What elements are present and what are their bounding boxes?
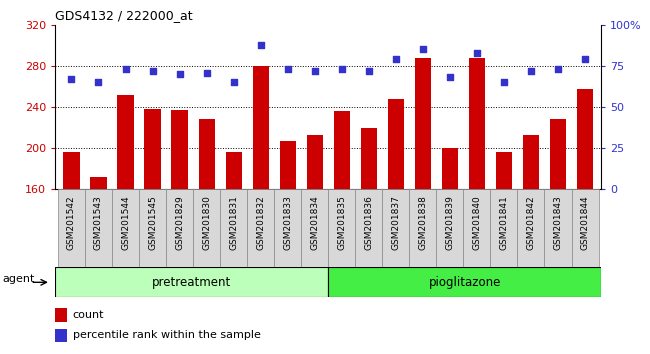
Bar <box>442 148 458 189</box>
FancyBboxPatch shape <box>491 189 517 267</box>
Bar <box>90 177 107 189</box>
Point <box>552 67 563 72</box>
Text: GSM201841: GSM201841 <box>499 196 508 250</box>
FancyBboxPatch shape <box>166 189 193 267</box>
Bar <box>307 135 323 189</box>
Text: GSM201842: GSM201842 <box>526 196 536 250</box>
Text: GSM201843: GSM201843 <box>554 196 562 250</box>
Bar <box>55 329 67 342</box>
Point <box>202 70 212 75</box>
FancyBboxPatch shape <box>356 189 382 267</box>
Text: GSM201832: GSM201832 <box>256 196 265 250</box>
Point <box>309 68 320 74</box>
FancyBboxPatch shape <box>85 189 112 267</box>
Point <box>472 50 482 56</box>
Bar <box>253 66 269 189</box>
Bar <box>415 58 431 189</box>
Point <box>228 80 239 85</box>
Bar <box>496 152 512 189</box>
FancyBboxPatch shape <box>463 189 491 267</box>
Bar <box>328 267 601 297</box>
FancyBboxPatch shape <box>410 189 436 267</box>
Point <box>580 57 590 62</box>
FancyBboxPatch shape <box>328 189 356 267</box>
Bar <box>523 135 539 189</box>
FancyBboxPatch shape <box>274 189 301 267</box>
FancyBboxPatch shape <box>139 189 166 267</box>
Point <box>283 67 293 72</box>
Text: count: count <box>73 310 104 320</box>
Text: GSM201839: GSM201839 <box>445 196 454 251</box>
FancyBboxPatch shape <box>517 189 545 267</box>
Text: GSM201829: GSM201829 <box>175 196 184 250</box>
Point <box>337 67 347 72</box>
Point <box>445 75 455 80</box>
Point <box>148 68 158 74</box>
Bar <box>469 58 485 189</box>
Point <box>174 72 185 77</box>
Text: GSM201545: GSM201545 <box>148 196 157 250</box>
Bar <box>55 267 328 297</box>
FancyBboxPatch shape <box>382 189 410 267</box>
Bar <box>172 110 188 189</box>
Text: GSM201838: GSM201838 <box>419 196 427 251</box>
Bar <box>226 152 242 189</box>
Text: GSM201542: GSM201542 <box>67 196 76 250</box>
Point <box>363 68 374 74</box>
Bar <box>280 141 296 189</box>
FancyBboxPatch shape <box>247 189 274 267</box>
Text: percentile rank within the sample: percentile rank within the sample <box>73 330 261 341</box>
Point <box>255 42 266 47</box>
Text: GSM201836: GSM201836 <box>364 196 373 251</box>
Point <box>526 68 536 74</box>
FancyBboxPatch shape <box>571 189 599 267</box>
Bar <box>55 308 67 321</box>
FancyBboxPatch shape <box>220 189 247 267</box>
Text: GSM201833: GSM201833 <box>283 196 292 251</box>
Text: GSM201830: GSM201830 <box>202 196 211 251</box>
Point <box>66 76 77 82</box>
Point <box>391 57 401 62</box>
Text: GSM201840: GSM201840 <box>473 196 482 250</box>
Bar <box>63 152 79 189</box>
Point <box>94 80 104 85</box>
Bar <box>361 128 377 189</box>
FancyBboxPatch shape <box>58 189 85 267</box>
Bar <box>144 109 161 189</box>
Bar <box>387 99 404 189</box>
Text: GSM201543: GSM201543 <box>94 196 103 250</box>
Point <box>499 80 509 85</box>
Text: GDS4132 / 222000_at: GDS4132 / 222000_at <box>55 9 193 22</box>
Text: GSM201844: GSM201844 <box>580 196 590 250</box>
Bar <box>333 111 350 189</box>
Point <box>418 47 428 52</box>
Text: pioglitazone: pioglitazone <box>428 276 501 289</box>
FancyBboxPatch shape <box>436 189 463 267</box>
Bar <box>118 95 134 189</box>
FancyBboxPatch shape <box>112 189 139 267</box>
Text: GSM201835: GSM201835 <box>337 196 346 251</box>
Bar <box>577 88 593 189</box>
Text: agent: agent <box>3 274 35 284</box>
FancyBboxPatch shape <box>193 189 220 267</box>
Text: GSM201834: GSM201834 <box>310 196 319 250</box>
FancyBboxPatch shape <box>545 189 571 267</box>
Bar <box>198 119 214 189</box>
FancyBboxPatch shape <box>301 189 328 267</box>
Bar <box>550 119 566 189</box>
Text: GSM201544: GSM201544 <box>121 196 130 250</box>
Text: GSM201831: GSM201831 <box>229 196 238 251</box>
Text: GSM201837: GSM201837 <box>391 196 400 251</box>
Point <box>120 67 131 72</box>
Text: pretreatment: pretreatment <box>152 276 231 289</box>
